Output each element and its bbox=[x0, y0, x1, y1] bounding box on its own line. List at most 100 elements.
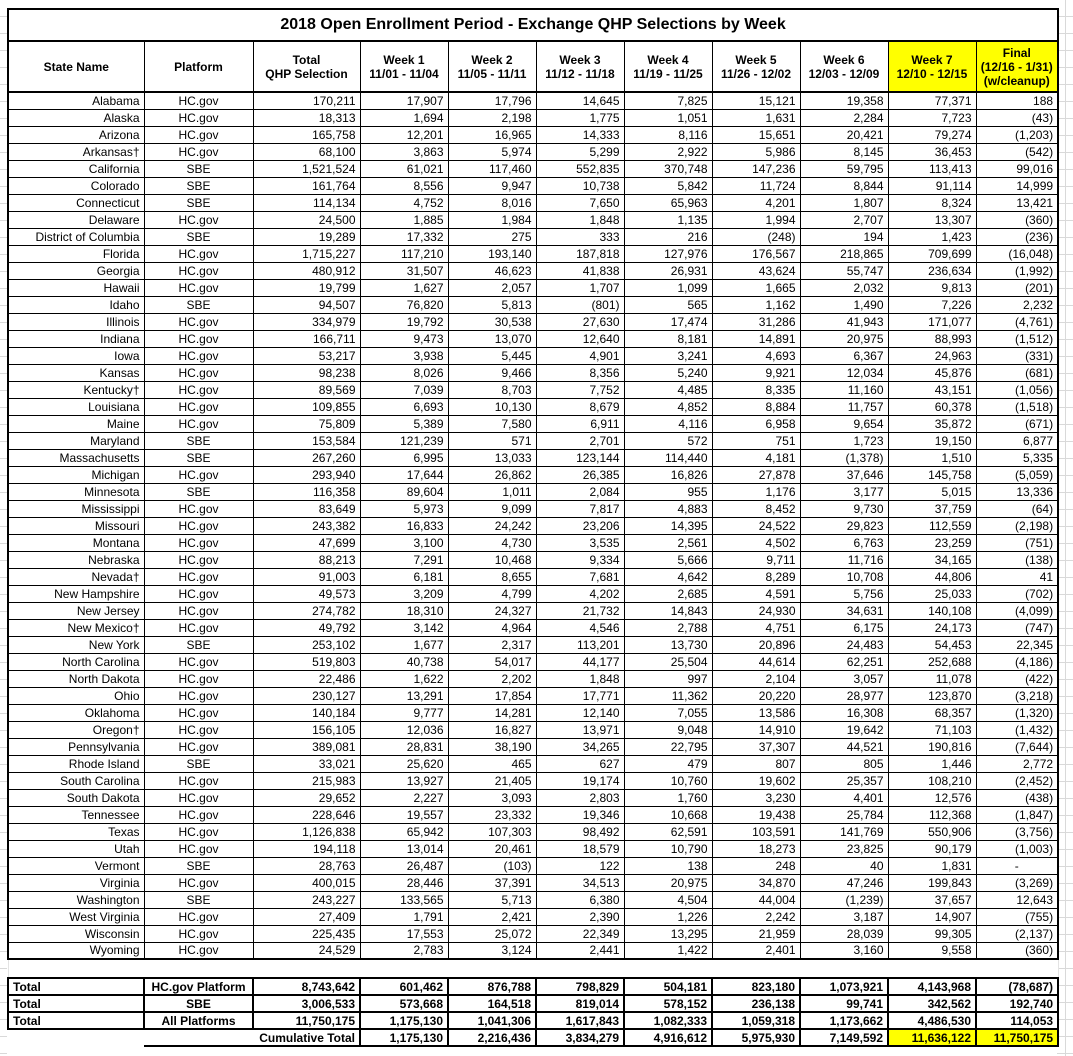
value-cell[interactable]: 24,930 bbox=[711, 601, 801, 620]
value-cell[interactable]: (671) bbox=[975, 414, 1059, 433]
state-name-cell[interactable]: Michigan bbox=[7, 465, 145, 484]
total-value-cell[interactable]: 1,175,130 bbox=[359, 1011, 449, 1030]
total-label-cell[interactable]: Total bbox=[7, 1011, 145, 1030]
value-cell[interactable]: 23,206 bbox=[535, 516, 625, 535]
value-cell[interactable]: 103,591 bbox=[711, 822, 801, 841]
value-cell[interactable]: 117,210 bbox=[359, 244, 449, 263]
cumulative-value-cell[interactable]: 7,149,592 bbox=[799, 1028, 889, 1047]
value-cell[interactable]: 1,622 bbox=[359, 669, 449, 688]
platform-cell[interactable]: HC.gov bbox=[143, 142, 254, 161]
value-cell[interactable]: 8,145 bbox=[799, 142, 889, 161]
value-cell[interactable]: 65,963 bbox=[623, 193, 713, 212]
value-cell[interactable]: 13,307 bbox=[887, 210, 977, 229]
value-cell[interactable]: 37,759 bbox=[887, 499, 977, 518]
total-value-cell[interactable]: 114,053 bbox=[974, 1011, 1060, 1030]
value-cell[interactable]: 43,151 bbox=[887, 380, 977, 399]
value-cell[interactable]: 550,906 bbox=[887, 822, 977, 841]
value-cell[interactable]: 2,057 bbox=[447, 278, 537, 297]
value-cell[interactable]: 7,291 bbox=[359, 550, 449, 569]
value-cell[interactable]: (801) bbox=[535, 295, 625, 314]
value-cell[interactable]: 3,160 bbox=[799, 941, 889, 960]
value-cell[interactable]: 751 bbox=[711, 431, 801, 450]
value-cell[interactable]: 65,942 bbox=[359, 822, 449, 841]
value-cell[interactable]: 4,964 bbox=[447, 618, 537, 637]
value-cell[interactable]: 1,848 bbox=[535, 669, 625, 688]
value-cell[interactable]: 140,184 bbox=[252, 703, 361, 722]
state-name-cell[interactable]: Oregon† bbox=[7, 720, 145, 739]
value-cell[interactable]: 16,827 bbox=[447, 720, 537, 739]
state-name-cell[interactable]: Oklahoma bbox=[7, 703, 145, 722]
value-cell[interactable]: 15,651 bbox=[711, 125, 801, 144]
state-name-cell[interactable]: North Dakota bbox=[7, 669, 145, 688]
value-cell[interactable]: (4,186) bbox=[975, 652, 1059, 671]
value-cell[interactable]: 29,823 bbox=[799, 516, 889, 535]
value-cell[interactable]: 465 bbox=[447, 754, 537, 773]
value-cell[interactable]: 13,291 bbox=[359, 686, 449, 705]
value-cell[interactable]: 6,175 bbox=[799, 618, 889, 637]
value-cell[interactable]: 20,461 bbox=[447, 839, 537, 858]
value-cell[interactable]: 236,634 bbox=[887, 261, 977, 280]
value-cell[interactable]: 4,591 bbox=[711, 584, 801, 603]
state-name-cell[interactable]: Washington bbox=[7, 890, 145, 909]
value-cell[interactable]: 13,586 bbox=[711, 703, 801, 722]
value-cell[interactable]: 171,077 bbox=[887, 312, 977, 331]
platform-cell[interactable]: HC.gov bbox=[143, 516, 254, 535]
value-cell[interactable]: 2,390 bbox=[535, 907, 625, 926]
value-cell[interactable]: 3,124 bbox=[447, 941, 537, 960]
cumulative-value-cell[interactable]: 5,975,930 bbox=[711, 1028, 801, 1047]
value-cell[interactable]: 571 bbox=[447, 431, 537, 450]
state-name-cell[interactable]: Iowa bbox=[7, 346, 145, 365]
cumulative-value-cell[interactable]: 11,750,175 bbox=[974, 1028, 1060, 1047]
value-cell[interactable]: 6,995 bbox=[359, 448, 449, 467]
page-title[interactable]: 2018 Open Enrollment Period - Exchange Q… bbox=[6, 8, 1060, 42]
platform-cell[interactable]: HC.gov bbox=[143, 601, 254, 620]
value-cell[interactable]: 19,289 bbox=[252, 227, 361, 246]
value-cell[interactable]: 7,039 bbox=[359, 380, 449, 399]
value-cell[interactable]: (201) bbox=[975, 278, 1059, 297]
value-cell[interactable]: 107,303 bbox=[447, 822, 537, 841]
platform-cell[interactable]: HC.gov bbox=[143, 108, 254, 127]
state-name-cell[interactable]: New Mexico† bbox=[7, 618, 145, 637]
value-cell[interactable]: 4,642 bbox=[623, 567, 713, 586]
value-cell[interactable]: 8,026 bbox=[359, 363, 449, 382]
value-cell[interactable]: 10,468 bbox=[447, 550, 537, 569]
value-cell[interactable]: 37,391 bbox=[447, 873, 537, 892]
value-cell[interactable]: 1,627 bbox=[359, 278, 449, 297]
value-cell[interactable]: 41,943 bbox=[799, 312, 889, 331]
value-cell[interactable]: 4,693 bbox=[711, 346, 801, 365]
state-name-cell[interactable]: Nebraska bbox=[7, 550, 145, 569]
total-value-cell[interactable]: 1,073,921 bbox=[799, 977, 889, 996]
value-cell[interactable]: 218,865 bbox=[799, 244, 889, 263]
value-cell[interactable]: (702) bbox=[975, 584, 1059, 603]
value-cell[interactable]: 5,756 bbox=[799, 584, 889, 603]
value-cell[interactable]: 1,011 bbox=[447, 482, 537, 501]
state-name-cell[interactable]: Massachusetts bbox=[7, 448, 145, 467]
value-cell[interactable]: 187,818 bbox=[535, 244, 625, 263]
value-cell[interactable]: 25,620 bbox=[359, 754, 449, 773]
platform-cell[interactable]: SBE bbox=[143, 754, 254, 773]
value-cell[interactable]: 16,833 bbox=[359, 516, 449, 535]
value-cell[interactable]: 7,817 bbox=[535, 499, 625, 518]
platform-cell[interactable]: SBE bbox=[143, 176, 254, 195]
value-cell[interactable]: 3,535 bbox=[535, 533, 625, 552]
value-cell[interactable]: 1,510 bbox=[887, 448, 977, 467]
value-cell[interactable]: 8,556 bbox=[359, 176, 449, 195]
value-cell[interactable]: 1,135 bbox=[623, 210, 713, 229]
state-name-cell[interactable]: Colorado bbox=[7, 176, 145, 195]
value-cell[interactable]: 88,213 bbox=[252, 550, 361, 569]
value-cell[interactable]: 99,305 bbox=[887, 924, 977, 943]
platform-cell[interactable]: HC.gov bbox=[143, 805, 254, 824]
value-cell[interactable]: 8,703 bbox=[447, 380, 537, 399]
value-cell[interactable]: 31,286 bbox=[711, 312, 801, 331]
value-cell[interactable]: 145,758 bbox=[887, 465, 977, 484]
state-name-cell[interactable]: Texas bbox=[7, 822, 145, 841]
value-cell[interactable]: 2,401 bbox=[711, 941, 801, 960]
value-cell[interactable]: 519,803 bbox=[252, 652, 361, 671]
value-cell[interactable]: 199,843 bbox=[887, 873, 977, 892]
total-value-cell[interactable]: 578,152 bbox=[623, 994, 713, 1013]
state-name-cell[interactable]: Illinois bbox=[7, 312, 145, 331]
total-value-cell[interactable]: 192,740 bbox=[974, 994, 1060, 1013]
value-cell[interactable]: 21,959 bbox=[711, 924, 801, 943]
value-cell[interactable]: 1,051 bbox=[623, 108, 713, 127]
value-cell[interactable]: 627 bbox=[535, 754, 625, 773]
